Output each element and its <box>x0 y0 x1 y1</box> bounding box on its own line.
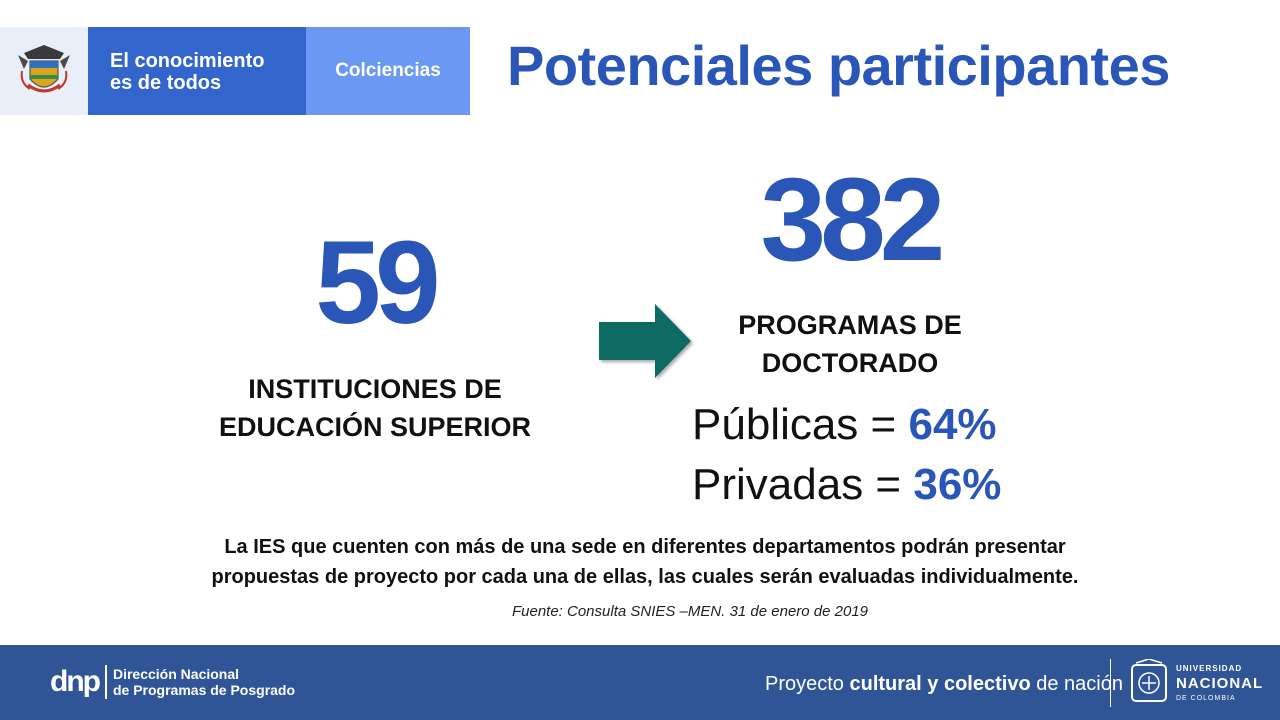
dnp-text: Dirección Nacional de Programas de Posgr… <box>113 666 295 698</box>
programs-label-line-2: DOCTORADO <box>761 348 939 378</box>
logo-line-1: El conocimiento <box>110 50 265 72</box>
note-line-1: La IES que cuenten con más de una sede e… <box>224 536 1066 558</box>
programs-count: 382 <box>760 154 946 286</box>
private-share: Privadas = 36% <box>692 460 1001 510</box>
institutions-label-line-1: INSTITUCIONES DE <box>248 374 502 404</box>
dnp-logo: dnp Dirección Nacional de Programas de P… <box>50 665 295 699</box>
institutions-count: 59 <box>315 217 440 349</box>
note-line-2: propuestas de proyecto por cada una de e… <box>211 566 1079 588</box>
private-value: 36% <box>913 460 1002 509</box>
tagline-part-3: de nación <box>1030 673 1123 695</box>
unal-line-1: UNIVERSIDAD <box>1176 663 1243 673</box>
footer-tagline: Proyecto cultural y colectivo de nación <box>765 673 1123 696</box>
tagline-part-1: Proyecto <box>765 673 850 695</box>
unal-line-3: DE COLOMBIA <box>1176 694 1236 702</box>
unal-text: UNIVERSIDAD NACIONAL DE COLOMBIA <box>1176 661 1263 706</box>
tagline-part-2: cultural y colectivo <box>849 673 1031 695</box>
public-share: Públicas = 64% <box>692 400 997 450</box>
institutions-label: INSTITUCIONES DE EDUCACIÓN SUPERIOR <box>160 370 590 446</box>
unal-line-2: NACIONAL <box>1176 674 1264 692</box>
logo-line-2: es de todos <box>110 72 222 94</box>
dnp-logo-icon: dnp <box>50 665 101 698</box>
source-citation: Fuente: Consulta SNIES –MEN. 31 de enero… <box>511 603 869 620</box>
private-label: Privadas = <box>692 460 914 509</box>
programs-label: PROGRAMAS DE DOCTORADO <box>700 306 1000 382</box>
colombia-coat-of-arms-icon <box>18 45 70 93</box>
dnp-line-2: de Programas de Posgrado <box>112 682 296 698</box>
dnp-divider <box>104 665 107 699</box>
public-value: 64% <box>908 400 997 449</box>
government-logo-bar: El conocimiento es de todos Colciencias <box>0 27 470 115</box>
dnp-line-1: Dirección Nacional <box>112 666 240 682</box>
logo-main-text: El conocimiento es de todos <box>88 27 306 115</box>
public-label: Públicas = <box>692 400 909 449</box>
unal-seal-icon <box>1131 659 1167 702</box>
footer-divider <box>1110 659 1111 707</box>
programs-label-line-1: PROGRAMAS DE <box>738 310 962 340</box>
eligibility-note: La IES que cuenten con más de una sede e… <box>100 532 1190 592</box>
footer-bar: dnp Dirección Nacional de Programas de P… <box>0 645 1280 720</box>
logo-colciencias: Colciencias <box>306 27 470 115</box>
unal-logo: UNIVERSIDAD NACIONAL DE COLOMBIA <box>1128 659 1263 707</box>
institutions-label-line-2: EDUCACIÓN SUPERIOR <box>218 412 532 442</box>
page-title: Potenciales participantes <box>507 34 1170 97</box>
right-arrow-icon <box>599 304 691 378</box>
coat-of-arms-container <box>0 27 88 115</box>
